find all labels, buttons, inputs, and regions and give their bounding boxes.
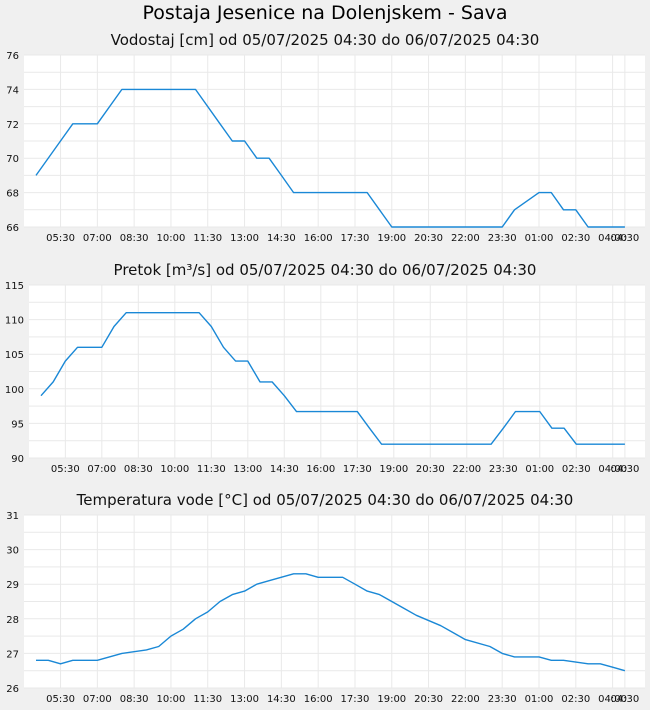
y-tick-label: 29	[6, 580, 19, 591]
x-tick-label: 01:00	[525, 233, 554, 244]
x-tick-label: 17:30	[343, 464, 372, 475]
x-tick-label: 13:00	[230, 233, 259, 244]
x-tick-label: 10:00	[157, 694, 186, 705]
x-tick-label: 10:00	[160, 464, 189, 475]
x-tick-label: 08:30	[120, 233, 149, 244]
y-tick-label: 110	[5, 316, 24, 327]
x-tick-label: 08:30	[120, 694, 149, 705]
x-tick-label: 02:30	[562, 464, 591, 475]
discharge-chart-title: Pretok [m³/s] od 05/07/2025 04:30 do 06/…	[113, 261, 537, 279]
x-tick-label: 01:00	[525, 464, 554, 475]
series-line	[40, 312, 625, 445]
x-tick-label: 14:30	[267, 233, 296, 244]
x-tick-label: 04:00	[598, 233, 627, 244]
x-tick-label: 23:30	[489, 464, 518, 475]
x-tick-label: 07:00	[83, 233, 112, 244]
x-tick-label: 22:00	[451, 233, 480, 244]
water-temperature-chart-title: Temperatura vode [°C] od 05/07/2025 04:3…	[76, 491, 574, 509]
y-tick-label: 27	[6, 649, 19, 660]
x-tick-label: 13:00	[230, 694, 259, 705]
y-tick-label: 100	[5, 385, 24, 396]
x-tick-label: 17:30	[341, 694, 370, 705]
x-tick-label: 04:30	[610, 233, 639, 244]
discharge-chart: 90 95 100 105 110 115 05:30 07:00 08:30 10:00 11:3…	[5, 281, 645, 475]
y-tick-label: 90	[11, 454, 24, 465]
x-tick-label: 14:30	[267, 694, 296, 705]
x-tick-label: 13:00	[233, 464, 262, 475]
x-tick-label: 16:00	[304, 694, 333, 705]
x-tick-label: 08:30	[124, 464, 153, 475]
x-tick-label: 10:00	[157, 233, 186, 244]
y-tick-label: 66	[6, 223, 19, 234]
water-level-chart: 66 68 70 72 74 76 05:30 07:00 08:30 10:00 11:30 13:…	[6, 51, 645, 244]
x-tick-label: 01:00	[525, 694, 554, 705]
x-tick-label: 14:30	[270, 464, 299, 475]
x-tick-label: 17:30	[341, 233, 370, 244]
x-tick-label: 11:30	[193, 694, 222, 705]
water-level-chart-title: Vodostaj [cm] od 05/07/2025 04:30 do 06/…	[110, 31, 540, 49]
x-tick-label: 11:30	[197, 464, 226, 475]
x-tick-label: 23:30	[488, 694, 517, 705]
y-tick-label: 30	[6, 546, 19, 557]
y-tick-label: 26	[6, 684, 19, 695]
x-tick-label: 04:00	[598, 694, 627, 705]
x-tick-label: 19:00	[377, 694, 406, 705]
y-tick-label: 74	[6, 85, 19, 96]
x-tick-label: 22:00	[452, 464, 481, 475]
page-title: Postaja Jesenice na Dolenjskem - Sava	[142, 2, 508, 24]
y-tick-label: 70	[6, 154, 19, 165]
series-line	[36, 573, 626, 672]
x-tick-label: 19:00	[377, 233, 406, 244]
x-tick-label: 16:00	[304, 233, 333, 244]
x-tick-label: 04:00	[598, 464, 627, 475]
x-tick-label: 16:00	[306, 464, 335, 475]
y-tick-label: 72	[6, 120, 19, 131]
x-tick-label: 20:30	[414, 694, 443, 705]
x-tick-label: 20:30	[414, 233, 443, 244]
x-tick-label: 19:00	[379, 464, 408, 475]
x-tick-label: 04:30	[611, 464, 640, 475]
series-line	[35, 88, 625, 228]
x-tick-label: 22:00	[451, 694, 480, 705]
x-tick-label: 02:30	[561, 233, 590, 244]
y-tick-label: 76	[6, 51, 19, 62]
x-tick-label: 02:30	[561, 694, 590, 705]
y-tick-label: 31	[6, 511, 19, 522]
x-tick-label: 04:30	[610, 694, 639, 705]
y-tick-label: 28	[6, 615, 19, 626]
x-tick-label: 07:00	[87, 464, 116, 475]
y-tick-label: 105	[5, 350, 24, 361]
x-tick-label: 11:30	[193, 233, 222, 244]
y-tick-label: 95	[11, 419, 24, 430]
x-tick-label: 20:30	[416, 464, 445, 475]
x-tick-label: 05:30	[46, 694, 75, 705]
y-tick-label: 68	[6, 189, 19, 200]
x-tick-label: 05:30	[46, 233, 75, 244]
x-tick-label: 07:00	[83, 694, 112, 705]
x-tick-label: 23:30	[488, 233, 517, 244]
x-tick-label: 05:30	[51, 464, 80, 475]
y-tick-label: 115	[5, 281, 24, 292]
